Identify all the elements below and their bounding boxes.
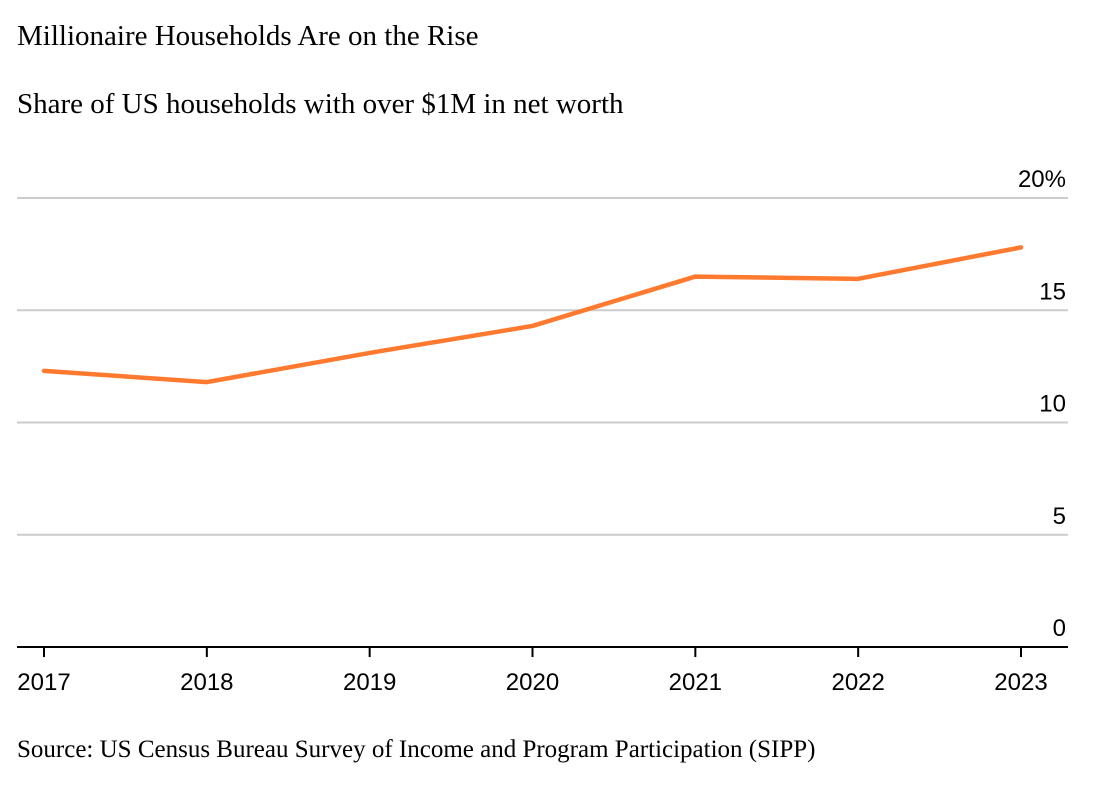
y-tick-label-10: 10 (1039, 391, 1066, 418)
x-tick-label-2018: 2018 (180, 669, 233, 696)
y-tick-label-20: 20% (1018, 166, 1066, 193)
x-tick-label-2021: 2021 (669, 669, 722, 696)
x-tick-label-2017: 2017 (17, 669, 70, 696)
chart-subtitle: Share of US households with over $1M in … (17, 88, 624, 120)
x-tick-label-2020: 2020 (506, 669, 559, 696)
x-tick-label-2019: 2019 (343, 669, 396, 696)
series-line-0 (41, 245, 1024, 385)
source-note: Source: US Census Bureau Survey of Incom… (17, 736, 816, 763)
x-tick-label-2023: 2023 (994, 669, 1047, 696)
chart-title: Millionaire Households Are on the Rise (17, 20, 479, 52)
y-tick-label-0: 0 (1053, 615, 1066, 642)
x-tick-label-2022: 2022 (831, 669, 884, 696)
y-tick-label-5: 5 (1053, 503, 1066, 530)
y-tick-label-15: 15 (1039, 278, 1066, 305)
